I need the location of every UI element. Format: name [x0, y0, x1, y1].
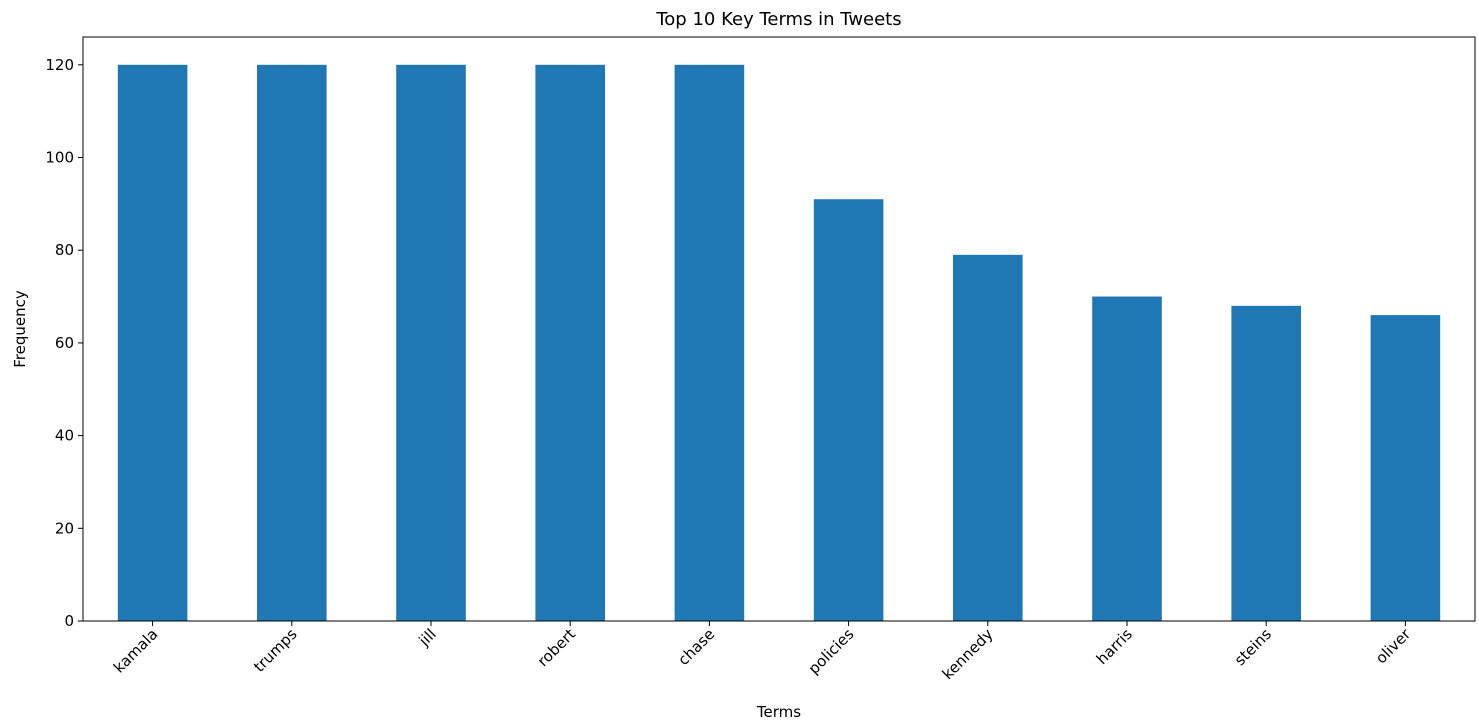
y-tick-label: 20: [55, 519, 74, 537]
x-tick-label: steins: [1231, 625, 1275, 669]
x-tick-label: jill: [415, 625, 440, 650]
bar-steins: [1231, 305, 1301, 621]
bar-trumps: [257, 64, 327, 622]
chart-title: Top 10 Key Terms in Tweets: [655, 9, 901, 30]
bar-oliver: [1370, 315, 1441, 621]
x-tick-label: oliver: [1372, 625, 1415, 668]
y-tick-label: 40: [55, 427, 74, 445]
x-tick-label: robert: [534, 625, 579, 670]
x-axis: kamala trumps jill robert chase policies kenne…: [110, 621, 1415, 683]
bar-chase: [674, 64, 745, 622]
bar-kamala: [117, 64, 188, 622]
x-tick-label: policies: [805, 625, 858, 678]
y-tick-label: 120: [45, 56, 74, 74]
bars-group: [117, 64, 1441, 622]
x-tick-label: harris: [1093, 625, 1136, 668]
y-tick-label: 100: [45, 149, 74, 167]
x-tick-label: kennedy: [939, 625, 997, 683]
y-axis-title: Frequency: [11, 290, 29, 368]
y-tick-label: 0: [64, 612, 74, 630]
x-tick-label: chase: [674, 625, 718, 669]
bar-kennedy: [953, 254, 1023, 622]
bar-harris: [1092, 296, 1162, 621]
x-axis-title: Terms: [756, 703, 801, 721]
y-tick-label: 60: [55, 334, 74, 352]
bar-jill: [396, 64, 466, 622]
x-tick-label: kamala: [110, 625, 161, 676]
plot-frame: [82, 36, 1476, 622]
bar-policies: [813, 199, 884, 621]
y-axis: 0 20 40 60 80 100 120: [45, 56, 83, 630]
x-tick-label: trumps: [250, 625, 301, 676]
y-tick-label: 80: [55, 241, 74, 259]
bar-robert: [535, 64, 605, 622]
